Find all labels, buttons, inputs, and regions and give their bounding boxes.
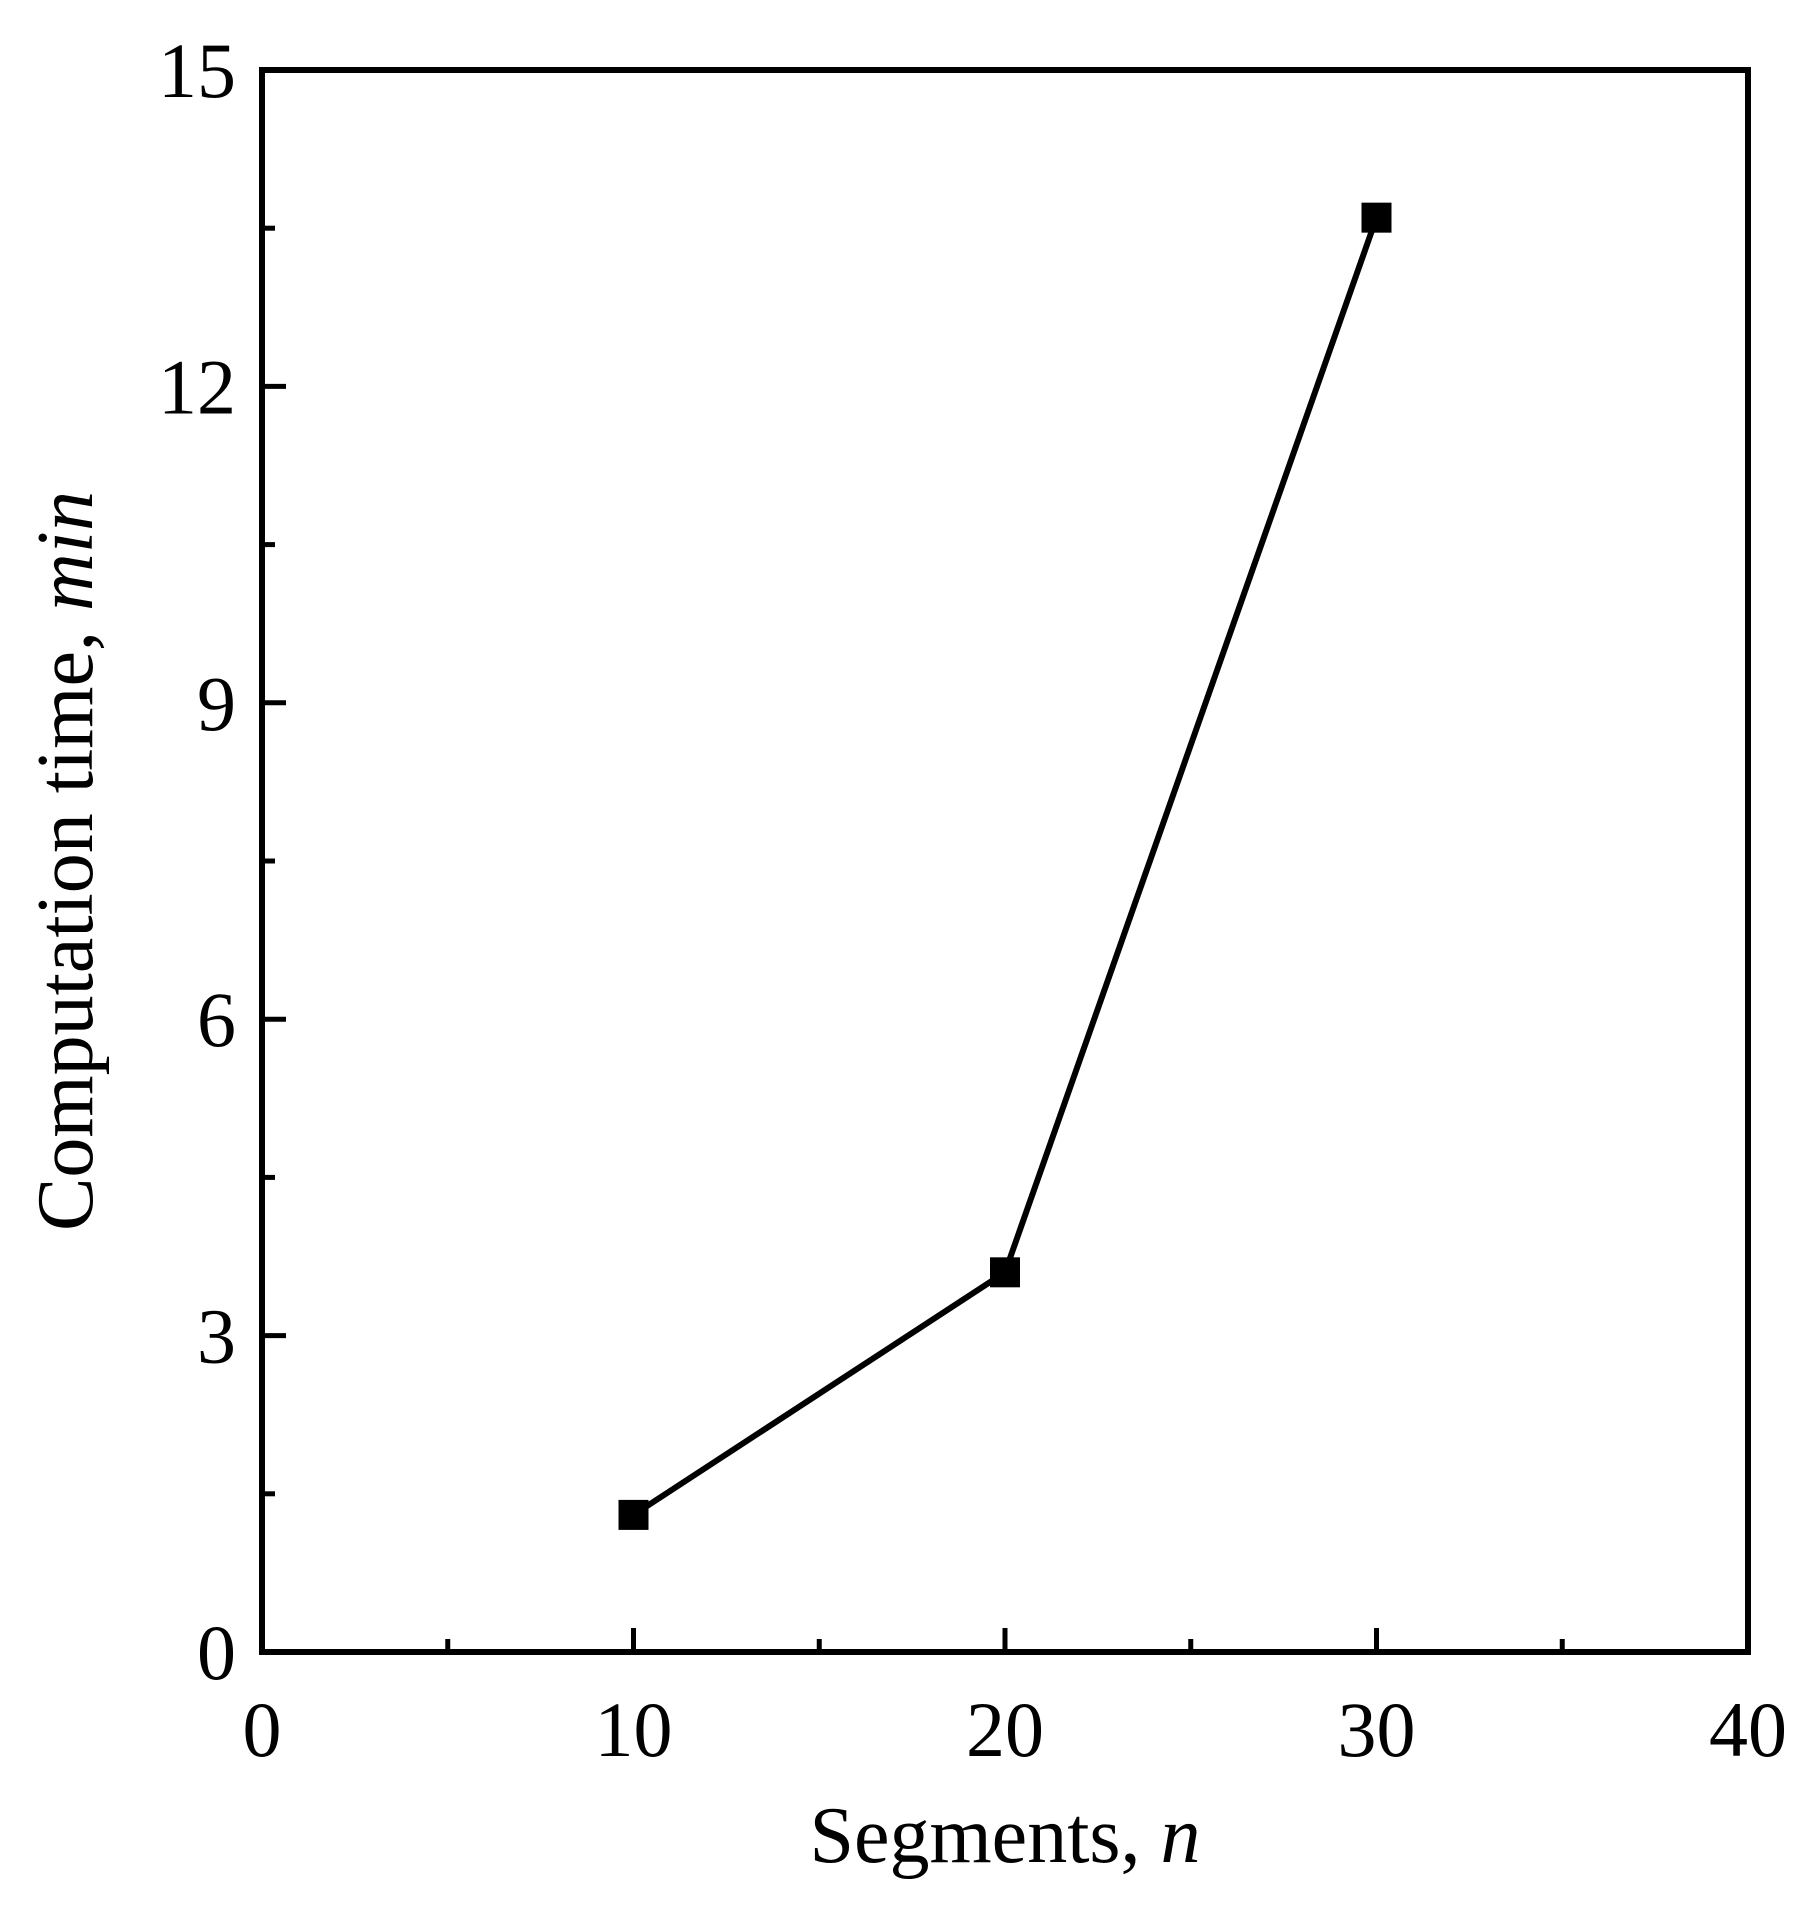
series-layer [618,202,1392,1530]
y-axis-title-text: Computation time, [22,611,110,1231]
x-tick-label: 0 [243,1686,282,1773]
x-axis-title: Segments, n [809,1792,1200,1880]
y-tick-label: 3 [197,1293,236,1380]
x-tick-label: 30 [1338,1686,1416,1773]
x-tick-label: 10 [595,1686,673,1773]
y-axis-title-unit: min [22,491,110,611]
x-axis-title-text: Segments, [809,1792,1160,1880]
axis-ticks [259,67,1751,1655]
data-point-marker [618,1499,649,1530]
y-tick-label: 9 [197,660,236,747]
x-tick-label: 40 [1709,1686,1787,1773]
plot-frame [259,67,1751,1655]
data-point-marker [1361,202,1392,233]
x-axis-title-variable: n [1161,1792,1201,1880]
data-point-marker [990,1257,1020,1288]
y-tick-label: 12 [158,343,236,430]
x-tick-label: 20 [966,1686,1044,1773]
y-tick-label: 15 [158,27,236,114]
y-tick-label: 0 [197,1609,236,1696]
y-axis-title: Computation time, min [22,491,110,1231]
series-line [631,216,1380,1518]
tick-labels: 0 10 20 30 40 0 3 6 9 12 15 [158,27,1787,1773]
y-tick-label: 6 [197,976,236,1063]
